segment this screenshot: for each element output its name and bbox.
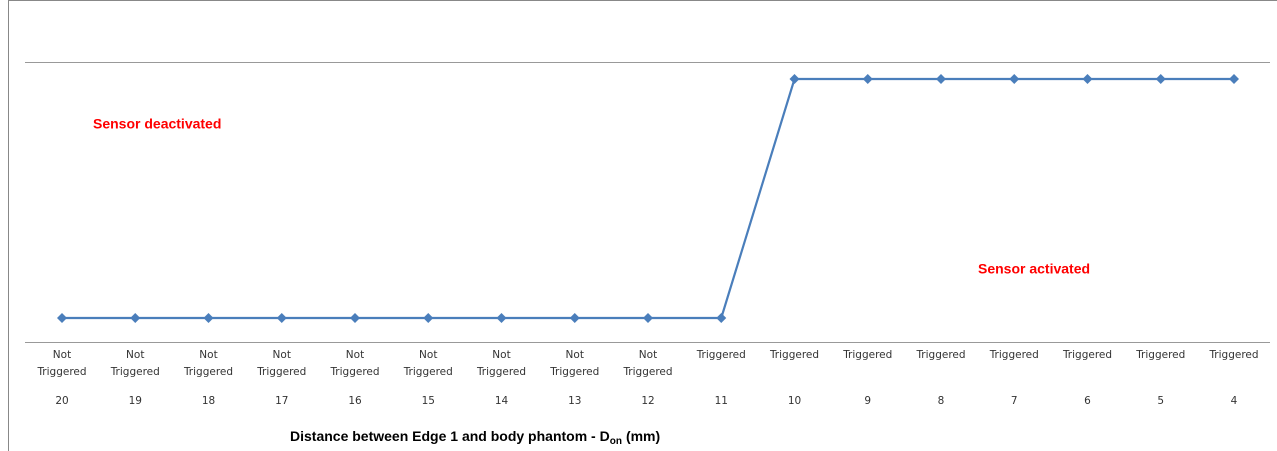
marker	[936, 74, 946, 84]
annotation: Sensor activated	[978, 261, 1090, 277]
x-tick-label: 11	[715, 395, 728, 407]
state-label: Not Triggered	[256, 349, 306, 378]
state-label: Triggered	[1135, 349, 1185, 361]
marker	[789, 74, 800, 84]
x-tick-label: 13	[568, 395, 581, 407]
state-label: Not Triggered	[622, 349, 672, 378]
state-label: Triggered	[915, 349, 965, 361]
marker	[350, 313, 360, 323]
x-tick-label: 10	[788, 395, 801, 407]
x-tick-label: 19	[129, 395, 142, 407]
x-tick-label: 7	[1011, 395, 1018, 407]
marker	[862, 74, 873, 84]
marker	[423, 313, 434, 323]
state-label: Triggered	[696, 349, 746, 361]
state-label: Not Triggered	[476, 349, 526, 378]
marker	[1082, 74, 1093, 84]
state-label: Triggered	[1208, 349, 1258, 361]
x-tick-label: 5	[1157, 395, 1164, 407]
x-tick-label: 15	[422, 395, 435, 407]
state-label: Not Triggered	[183, 349, 233, 378]
state-label: Triggered	[842, 349, 892, 361]
marker	[57, 313, 67, 323]
x-tick-label: 16	[348, 395, 362, 407]
x-tick-label: 18	[202, 395, 215, 407]
x-tick-label: 14	[495, 395, 509, 407]
x-tick-label: 8	[938, 395, 945, 407]
x-tick-label: 9	[864, 395, 871, 407]
state-label: Not Triggered	[329, 349, 379, 378]
x-tick-label: 12	[641, 395, 654, 407]
state-label: Triggered	[989, 349, 1039, 361]
marker	[1229, 74, 1239, 84]
x-tick-label: 4	[1231, 395, 1238, 407]
x-tick-label: 20	[55, 395, 68, 407]
state-label: Not Triggered	[110, 349, 160, 378]
state-label: Triggered	[769, 349, 819, 361]
marker	[203, 313, 214, 323]
marker	[716, 313, 727, 323]
marker	[130, 313, 141, 323]
marker	[1009, 74, 1020, 84]
state-label: Triggered	[1062, 349, 1112, 361]
annotation: Sensor deactivated	[93, 116, 221, 132]
x-axis-title: Distance between Edge 1 and body phantom…	[290, 428, 660, 447]
x-tick-label: 6	[1084, 395, 1091, 407]
marker	[496, 313, 507, 323]
state-label: Not Triggered	[549, 349, 599, 378]
marker	[643, 313, 653, 323]
state-label: Not Triggered	[403, 349, 453, 378]
marker	[1155, 74, 1166, 84]
marker	[569, 313, 580, 323]
marker	[276, 313, 287, 323]
x-tick-label: 17	[275, 395, 288, 407]
line	[62, 77, 1234, 320]
state-label: Not Triggered	[36, 349, 86, 378]
